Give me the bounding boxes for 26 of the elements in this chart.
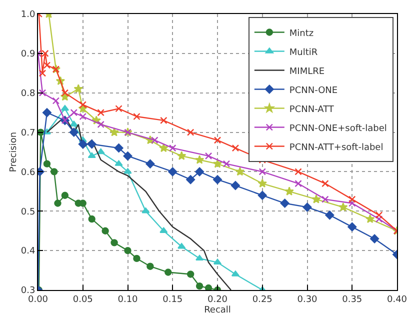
legend-label: MIMLRE — [289, 66, 325, 77]
x-tick-label: 0.30 — [297, 294, 318, 305]
y-tick-label: 0.5 — [20, 207, 36, 218]
x-tick-label: 0.00 — [28, 294, 48, 305]
x-tick-label: 0.25 — [252, 294, 272, 305]
y-tick-label: 0.8 — [20, 89, 36, 100]
y-tick-label: 0.4 — [20, 246, 36, 257]
legend-label: PCNN-ATT+soft-label — [289, 142, 384, 153]
x-tick-label: 0.05 — [72, 294, 93, 305]
y-tick-label: 0.6 — [20, 168, 36, 178]
y-tick-label: 1.0 — [20, 10, 36, 20]
x-tick-label: 0.10 — [118, 294, 138, 305]
x-tick-label: 0.35 — [342, 294, 362, 305]
x-tick-label: 0.20 — [207, 294, 228, 305]
legend-label: Mintz — [289, 28, 314, 39]
legend-label: PCNN-ONE+soft-label — [289, 124, 387, 134]
legend-label: PCNN-ATT — [289, 104, 334, 115]
y-axis-title: Precision — [9, 132, 20, 172]
y-tick-label: 0.7 — [20, 128, 36, 138]
x-axis-title: Recall — [204, 306, 231, 316]
x-tick-label: 0.40 — [386, 294, 408, 305]
x-tick-label: 0.15 — [162, 294, 183, 305]
legend-label: MultiR — [289, 48, 318, 58]
y-tick-label: 0.9 — [20, 50, 36, 60]
y-tick-label: 0.3 — [20, 286, 36, 296]
legend-label: PCNN-ONE — [289, 86, 338, 96]
